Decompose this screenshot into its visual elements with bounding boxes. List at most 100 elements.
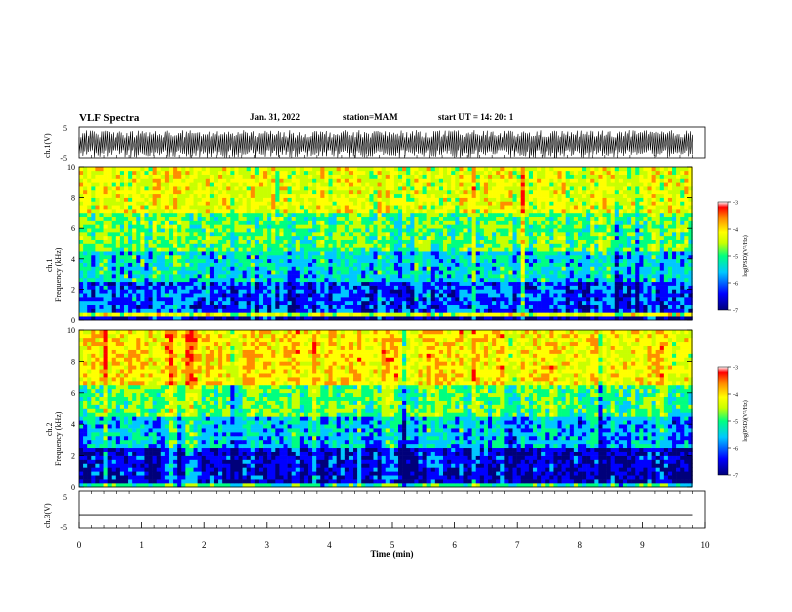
spectrogram-cell xyxy=(246,308,252,313)
spectrogram-cell xyxy=(83,258,88,263)
spectrogram-cell xyxy=(398,289,403,294)
spectrogram-cell xyxy=(635,209,640,214)
spectrogram-cell xyxy=(537,228,542,233)
spectrogram-cell xyxy=(663,277,669,283)
spectrogram-cell xyxy=(582,316,587,321)
spectrogram-cell xyxy=(565,197,571,202)
spectrogram-cell xyxy=(279,285,284,290)
spectrogram-cell xyxy=(361,216,366,221)
spectrogram-cell xyxy=(676,201,681,206)
spectrogram-cell xyxy=(590,266,595,271)
spectrogram-cell xyxy=(160,285,166,290)
spectrogram-cell xyxy=(361,277,366,283)
spectrogram-cell xyxy=(516,289,522,294)
spectrogram-cell xyxy=(295,243,301,248)
spectrogram-cell xyxy=(91,224,96,229)
spectrogram-cell xyxy=(267,262,272,267)
spectrogram-cell xyxy=(115,201,121,206)
spectrogram-cell xyxy=(434,232,440,237)
spectrogram-cell xyxy=(643,262,648,267)
spectrogram-cell xyxy=(684,212,689,218)
spectrogram-cell xyxy=(680,308,685,313)
spectrogram-cell xyxy=(107,289,113,294)
spectrogram-cell xyxy=(291,285,297,290)
spectrogram-cell xyxy=(95,254,100,260)
spectrogram-cell xyxy=(524,212,530,218)
spectrogram-cell xyxy=(610,220,616,225)
spectrogram-cell xyxy=(635,197,640,202)
spectrogram-cell xyxy=(312,281,317,286)
spectrogram-cell xyxy=(627,270,632,275)
spectrogram-cell xyxy=(631,308,636,313)
spectrogram-cell xyxy=(389,239,395,244)
spectrogram-cell xyxy=(471,201,477,206)
spectrogram-cell xyxy=(438,300,444,306)
spectrogram-cell xyxy=(197,205,202,210)
spectrogram-cell xyxy=(156,251,162,256)
spectrogram-cell xyxy=(614,297,620,302)
spectrogram-cell xyxy=(373,262,378,267)
spectrogram-cell xyxy=(348,262,354,267)
spectrogram-cell xyxy=(246,212,252,218)
spectrogram-cell xyxy=(377,205,382,210)
spectrogram-cell xyxy=(438,201,444,206)
spectrogram-cell xyxy=(434,193,440,198)
spectrogram-cell xyxy=(164,266,170,271)
spectrogram-cell xyxy=(193,232,198,237)
spectrogram-cell xyxy=(414,243,419,248)
spectrogram-cell xyxy=(393,277,399,283)
spectrogram-cell xyxy=(520,228,526,233)
spectrogram-cell xyxy=(258,216,264,221)
spectrogram-cell xyxy=(402,247,407,252)
spectrogram-cell xyxy=(647,224,652,229)
spectrogram-cell xyxy=(438,239,444,244)
spectrogram-cell xyxy=(258,201,264,206)
spectrogram-cell xyxy=(635,312,640,317)
spectrogram-cell xyxy=(140,312,145,317)
spectrogram-cell xyxy=(598,304,603,309)
spectrogram-cell xyxy=(496,285,501,290)
spectrogram-cell xyxy=(136,262,141,267)
spectrogram-cell xyxy=(197,254,202,260)
spectrogram-cell xyxy=(144,197,149,202)
spectrogram-cell xyxy=(177,247,182,252)
spectrogram-cell xyxy=(467,300,472,306)
spectrogram-cell xyxy=(582,281,587,286)
spectrogram-cell xyxy=(295,247,301,252)
spectrogram-cell xyxy=(91,285,96,290)
spectrogram-cell xyxy=(222,300,227,306)
spectrogram-cell xyxy=(373,266,378,271)
spectrogram-cell xyxy=(438,270,444,275)
spectrogram-cell xyxy=(667,216,673,221)
spectrogram-cell xyxy=(627,235,632,240)
spectrogram-cell xyxy=(348,258,354,263)
spectrogram-cell xyxy=(541,201,546,206)
spectrogram-cell xyxy=(651,258,656,263)
spectrogram-cell xyxy=(136,205,141,210)
spectrogram-cell xyxy=(426,270,432,275)
spectrogram-cell xyxy=(246,201,252,206)
spectrogram-cell xyxy=(532,254,538,260)
spectrogram-cell xyxy=(532,274,538,279)
spectrogram-cell xyxy=(549,258,554,263)
spectrogram-cell xyxy=(483,247,489,252)
spectrogram-cell xyxy=(279,262,284,267)
spectrogram-cell xyxy=(213,289,219,294)
spectrogram-cell xyxy=(655,262,661,267)
spectrogram-cell xyxy=(336,258,342,263)
spectrogram-cell xyxy=(197,235,202,240)
spectrogram-cell xyxy=(201,232,207,237)
spectrogram-cell xyxy=(467,254,472,260)
spectrogram-cell xyxy=(148,235,153,240)
spectrogram-cell xyxy=(299,228,305,233)
spectrogram-cell xyxy=(148,216,153,221)
spectrogram-cell xyxy=(201,247,207,252)
spectrogram-cell xyxy=(193,212,198,218)
spectrogram-cell xyxy=(455,285,460,290)
spectrogram-cell xyxy=(87,316,92,321)
spectrogram-cell xyxy=(545,262,550,267)
spectrogram-cell xyxy=(504,209,509,214)
spectrogram-cell xyxy=(132,297,137,302)
spectrogram-cell xyxy=(283,285,288,290)
spectrogram-cell xyxy=(316,285,321,290)
